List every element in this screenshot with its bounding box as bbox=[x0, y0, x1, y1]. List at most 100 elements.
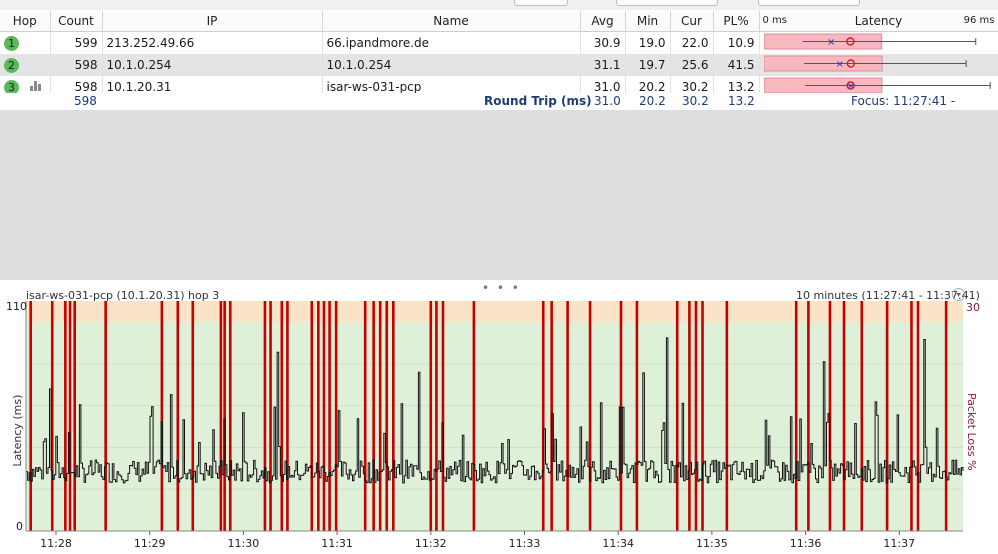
trace-table: Hop Count IP Name Avg Min Cur PL% 0 ms L… bbox=[0, 11, 998, 99]
graph-title: isar-ws-031-pcp (10.1.20.31) hop 3 bbox=[26, 289, 220, 302]
packet-loss-marker bbox=[269, 301, 272, 531]
ip-cell: 10.1.0.254 bbox=[102, 54, 323, 76]
cur-cell: 22.0 bbox=[670, 31, 714, 54]
latency-bar-cell: × bbox=[759, 54, 998, 76]
avg-cell: 31.1 bbox=[580, 54, 626, 76]
packet-loss-marker bbox=[794, 301, 798, 531]
packet-loss-marker bbox=[29, 301, 32, 531]
packet-loss-marker bbox=[910, 301, 913, 531]
latency-cur-marker: × bbox=[846, 81, 854, 92]
latency-chart: 110 0 30 Latency (ms) Packet Loss % 11:28 11:2… bbox=[0, 298, 998, 551]
x-tick-label: 11:29 bbox=[134, 537, 166, 550]
packet-loss-marker bbox=[541, 301, 545, 531]
hop-cell: 2 bbox=[0, 54, 51, 76]
pl-cell: 10.9 bbox=[713, 31, 760, 54]
packet-loss-marker bbox=[280, 301, 284, 531]
latency-avg-marker bbox=[846, 59, 855, 68]
packet-loss-marker bbox=[263, 301, 267, 531]
packet-loss-marker bbox=[363, 301, 367, 531]
graph-range: 10 minutes (11:27:41 - 11:37:41) bbox=[796, 289, 980, 302]
summary-count: 598 bbox=[74, 94, 97, 108]
chevron-down-icon[interactable]: ▾ bbox=[952, 288, 965, 301]
packet-loss-marker bbox=[694, 301, 698, 531]
packet-loss-marker bbox=[372, 301, 375, 531]
packet-loss-marker bbox=[635, 301, 639, 531]
splitter-handle[interactable]: • • • bbox=[482, 281, 521, 295]
latency-avg-marker bbox=[845, 81, 855, 90]
packet-loss-marker bbox=[160, 301, 164, 531]
x-tick-label: 11:28 bbox=[40, 537, 72, 550]
col-min[interactable]: Min bbox=[625, 11, 671, 32]
latency-header-label: Latency bbox=[854, 14, 903, 28]
table-row[interactable]: 2 598 10.1.0.254 10.1.0.254 31.1 19.7 25… bbox=[0, 54, 998, 76]
packet-loss-marker bbox=[472, 301, 476, 531]
packet-loss-marker bbox=[68, 301, 72, 531]
warning-band bbox=[26, 301, 963, 322]
packet-loss-marker bbox=[191, 301, 195, 531]
packet-loss-marker bbox=[688, 301, 691, 531]
pl-cell: 41.5 bbox=[713, 54, 760, 76]
hop-number-badge: 1 bbox=[4, 35, 19, 51]
x-tick-label: 11:37 bbox=[883, 537, 915, 550]
summary-min: 20.2 bbox=[639, 94, 666, 108]
latency-bar: × bbox=[763, 33, 976, 50]
packet-loss-marker bbox=[566, 301, 569, 531]
summary-cur: 30.2 bbox=[682, 94, 709, 108]
x-tick-label: 11:36 bbox=[790, 537, 822, 550]
y-tick-label: 110 bbox=[6, 300, 27, 313]
hop-number-badge: 3 bbox=[4, 79, 19, 95]
summary-label: Round Trip (ms) bbox=[484, 94, 592, 108]
col-ip[interactable]: IP bbox=[102, 11, 323, 32]
graph-icon[interactable] bbox=[30, 80, 44, 91]
col-count[interactable]: Count bbox=[50, 11, 103, 32]
toolbar-control[interactable] bbox=[514, 0, 568, 6]
col-hop[interactable]: Hop bbox=[0, 11, 51, 32]
packet-loss-marker bbox=[675, 301, 679, 531]
y2-tick-label: 30 bbox=[966, 301, 980, 314]
packet-loss-marker bbox=[807, 301, 810, 531]
summary-pl: 13.2 bbox=[728, 94, 755, 108]
packet-loss-marker bbox=[228, 301, 232, 531]
packet-loss-marker bbox=[286, 301, 289, 531]
ip-cell: 213.252.49.66 bbox=[102, 31, 323, 54]
plot-background bbox=[26, 301, 963, 531]
x-tick-label: 11:31 bbox=[321, 537, 353, 550]
toolbar-control[interactable] bbox=[758, 0, 860, 6]
packet-loss-marker bbox=[73, 301, 77, 531]
hop-number-badge: 2 bbox=[4, 57, 19, 73]
col-cur[interactable]: Cur bbox=[670, 11, 714, 32]
table-row[interactable]: 1 599 213.252.49.66 66.ipandmore.de 30.9… bbox=[0, 31, 998, 54]
latency-bar: × bbox=[763, 55, 967, 72]
latency-line bbox=[26, 337, 964, 484]
packet-loss-marker bbox=[385, 301, 389, 531]
y-tick-label: 0 bbox=[16, 520, 23, 533]
cur-cell: 25.6 bbox=[670, 54, 714, 76]
packet-loss-marker bbox=[223, 301, 226, 531]
x-tick-label: 11:34 bbox=[602, 537, 634, 550]
packet-loss-marker bbox=[322, 301, 326, 531]
packet-loss-marker bbox=[701, 301, 704, 531]
y-axis-label: Latency (ms) bbox=[11, 395, 24, 467]
packet-loss-marker bbox=[588, 301, 592, 531]
avg-cell: 30.9 bbox=[580, 31, 626, 54]
y2-axis-label: Packet Loss % bbox=[965, 393, 978, 471]
col-latency[interactable]: 0 ms Latency 96 ms bbox=[759, 11, 998, 32]
packet-loss-marker bbox=[860, 301, 864, 531]
packet-loss-marker bbox=[944, 301, 948, 531]
col-name[interactable]: Name bbox=[322, 11, 581, 32]
latency-chart-svg: 110 0 30 Latency (ms) Packet Loss % 11:28 11:2… bbox=[6, 300, 980, 550]
latency-cur-marker: × bbox=[835, 59, 843, 70]
min-cell: 19.0 bbox=[625, 31, 671, 54]
toolbar-control[interactable] bbox=[616, 0, 718, 6]
packet-loss-marker bbox=[441, 301, 445, 531]
packet-loss-marker bbox=[334, 301, 338, 531]
name-cell: 66.ipandmore.de bbox=[322, 31, 581, 54]
col-pl[interactable]: PL% bbox=[713, 11, 760, 32]
packet-loss-marker bbox=[725, 301, 729, 531]
packet-loss-marker bbox=[429, 301, 433, 531]
col-avg[interactable]: Avg bbox=[580, 11, 626, 32]
count-cell: 599 bbox=[50, 31, 103, 54]
x-tick-label: 11:33 bbox=[509, 537, 541, 550]
table-row[interactable]: 3 598 10.1.20.31 isar-ws-031-pcp 31.0 20… bbox=[0, 76, 998, 99]
empty-area bbox=[0, 110, 998, 280]
